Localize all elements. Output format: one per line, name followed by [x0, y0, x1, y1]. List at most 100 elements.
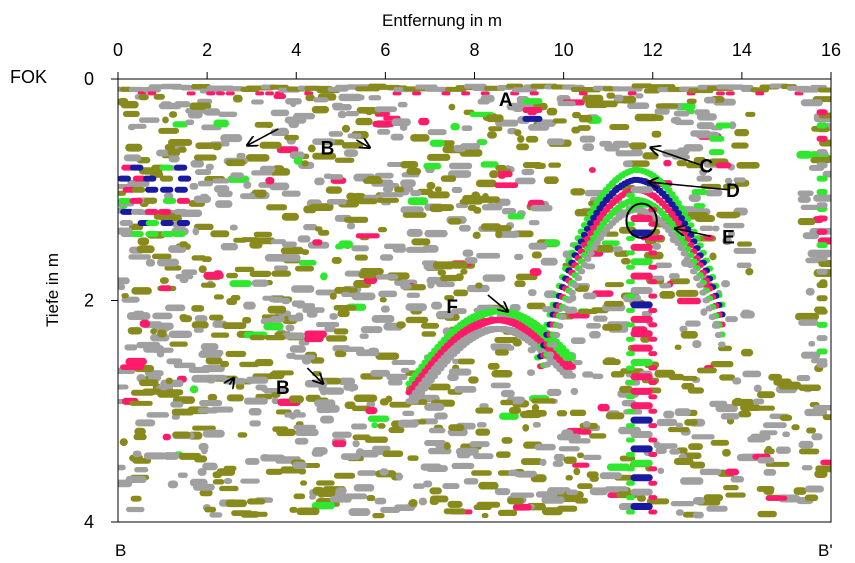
reflection-mark — [459, 148, 483, 157]
reflection-mark — [514, 253, 524, 261]
reflection-mark — [426, 181, 436, 190]
reflection-mark — [325, 335, 348, 342]
y-tick-label: 0 — [84, 69, 94, 89]
reflection-mark — [281, 332, 306, 340]
reflection-mark — [412, 91, 422, 96]
reflection-mark — [724, 177, 733, 185]
reflection-mark — [561, 429, 574, 438]
reflection-mark — [437, 269, 446, 276]
reflection-mark — [152, 312, 173, 320]
reflection-mark — [326, 198, 347, 205]
reflection-mark — [589, 487, 608, 496]
reflection-mark — [441, 91, 451, 96]
reflection-mark — [630, 272, 653, 280]
reflection-mark — [675, 509, 684, 516]
reflection-mark — [353, 484, 375, 492]
reflection-mark — [119, 219, 133, 226]
reflection-mark — [359, 449, 384, 456]
reflection-mark — [610, 371, 625, 378]
reflection-mark — [674, 344, 682, 350]
reflection-mark — [702, 297, 711, 304]
reflection-mark — [461, 125, 473, 132]
reflection-mark — [515, 177, 536, 185]
reflection-mark — [206, 91, 216, 96]
y-axis-title: Tiefe in m — [43, 253, 62, 327]
reflection-mark — [370, 369, 391, 377]
reflection-mark — [365, 406, 378, 415]
reflection-mark — [458, 224, 471, 232]
reflection-mark — [716, 91, 725, 96]
reflection-mark — [312, 239, 323, 246]
reflection-mark — [651, 130, 662, 138]
reflection-mark — [345, 111, 360, 117]
reflection-mark — [210, 230, 230, 238]
reflection-mark — [795, 312, 820, 321]
reflection-mark — [655, 262, 673, 269]
reflection-mark — [192, 227, 200, 236]
reflection-mark — [242, 316, 252, 324]
reflection-mark — [311, 106, 330, 114]
reflection-mark — [699, 468, 722, 476]
reflection-mark — [177, 175, 192, 182]
reflection-mark — [714, 331, 723, 338]
reflection-mark — [126, 506, 145, 513]
reflection-mark — [434, 186, 442, 192]
reflection-mark — [397, 419, 419, 428]
reflection-mark — [351, 245, 369, 252]
reflection-mark — [145, 219, 160, 226]
annotation-label: B — [276, 378, 290, 399]
reflection-mark — [377, 129, 391, 135]
reflection-mark — [548, 162, 562, 168]
reflection-mark — [696, 282, 704, 289]
x-tick-label: 14 — [732, 40, 752, 60]
reflection-mark — [574, 497, 589, 504]
reflection-mark — [226, 394, 244, 402]
reflection-mark — [168, 111, 178, 118]
reflection-mark — [630, 287, 653, 295]
reflection-mark — [816, 122, 828, 129]
reflection-mark — [412, 483, 425, 489]
reflection-mark — [546, 388, 562, 396]
reflection-mark — [531, 404, 540, 412]
reflection-mark — [674, 119, 694, 126]
reflection-mark — [138, 117, 160, 123]
reflection-mark — [334, 157, 355, 163]
reflection-mark — [249, 420, 261, 427]
reflection-mark — [582, 292, 597, 300]
reflection-mark — [222, 322, 247, 330]
reflection-mark — [163, 452, 180, 460]
reflection-mark — [626, 279, 635, 285]
reflection-mark — [671, 205, 679, 212]
reflection-mark — [605, 412, 625, 420]
reflection-mark — [630, 459, 653, 467]
reflection-mark — [602, 324, 623, 331]
reflection-mark — [528, 123, 550, 131]
reflection-mark — [501, 207, 517, 215]
reflection-mark — [199, 489, 213, 497]
reflection-mark — [201, 446, 208, 455]
reflection-mark — [174, 101, 191, 108]
reflection-mark — [519, 410, 542, 419]
reflection-mark — [686, 212, 709, 220]
reflection-mark — [798, 440, 814, 449]
reflection-mark — [509, 396, 525, 405]
reflection-mark — [663, 410, 675, 419]
reflection-mark — [382, 450, 404, 457]
reflection-mark — [423, 480, 433, 488]
reflection-mark — [648, 279, 658, 285]
reflection-mark — [715, 162, 732, 169]
reflection-mark — [118, 277, 130, 285]
reflection-mark — [693, 203, 706, 209]
reflection-mark — [489, 170, 499, 179]
reflection-mark — [170, 401, 184, 408]
annotations: A B CD E F B — [229, 90, 740, 399]
reflection-mark — [648, 451, 658, 457]
reflection-mark — [529, 268, 542, 276]
reflection-mark — [263, 388, 288, 394]
reflection-mark — [284, 412, 306, 418]
reflection-mark — [630, 488, 653, 496]
reflection-mark — [472, 231, 481, 239]
reflection-mark — [269, 371, 285, 380]
reflection-mark — [278, 254, 301, 262]
reflection-mark — [676, 147, 690, 155]
